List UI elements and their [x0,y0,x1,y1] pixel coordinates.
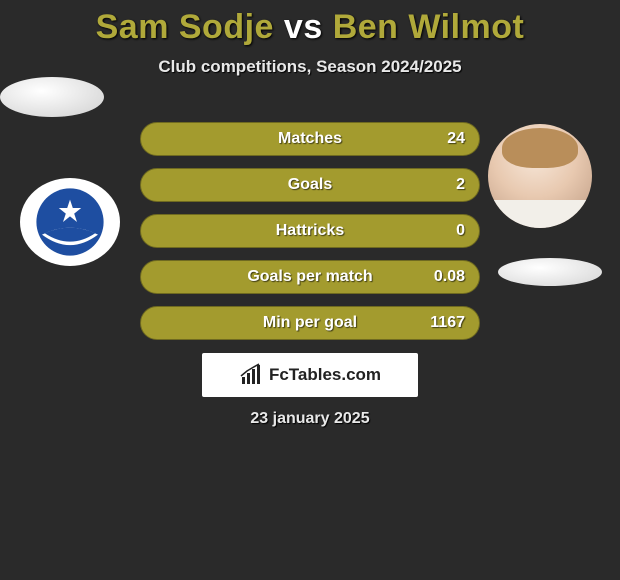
stat-right-value: 24 [310,130,479,148]
stat-right-value: 0.08 [310,268,479,286]
avatar-hair [502,128,578,168]
vs-text: vs [284,8,323,46]
player1-avatar-placeholder [0,77,104,117]
portsmouth-crest-icon [35,187,105,257]
player1-club-badge [20,178,120,266]
player2-club-placeholder [498,258,602,286]
avatar-shirt [488,200,592,228]
stat-right-value: 0 [310,222,479,240]
stat-right-value: 2 [310,176,479,194]
stats-table: Matches 24 Goals 2 Hattricks 0 Goals per… [140,122,480,352]
stat-row: Matches 24 [140,122,480,156]
brand-watermark: FcTables.com [202,353,418,397]
subtitle: Club competitions, Season 2024/2025 [0,57,620,77]
stat-row: Goals per match 0.08 [140,260,480,294]
player2-name: Ben Wilmot [333,8,525,46]
stat-row: Hattricks 0 [140,214,480,248]
stat-row: Goals 2 [140,168,480,202]
player2-avatar [488,124,592,228]
comparison-title: Sam Sodje vs Ben Wilmot [0,0,620,47]
stat-right-value: 1167 [310,314,479,332]
brand-text: FcTables.com [269,365,381,385]
stat-row: Min per goal 1167 [140,306,480,340]
snapshot-date: 23 january 2025 [0,410,620,428]
player1-name: Sam Sodje [96,8,274,46]
bar-chart-icon [239,363,263,387]
